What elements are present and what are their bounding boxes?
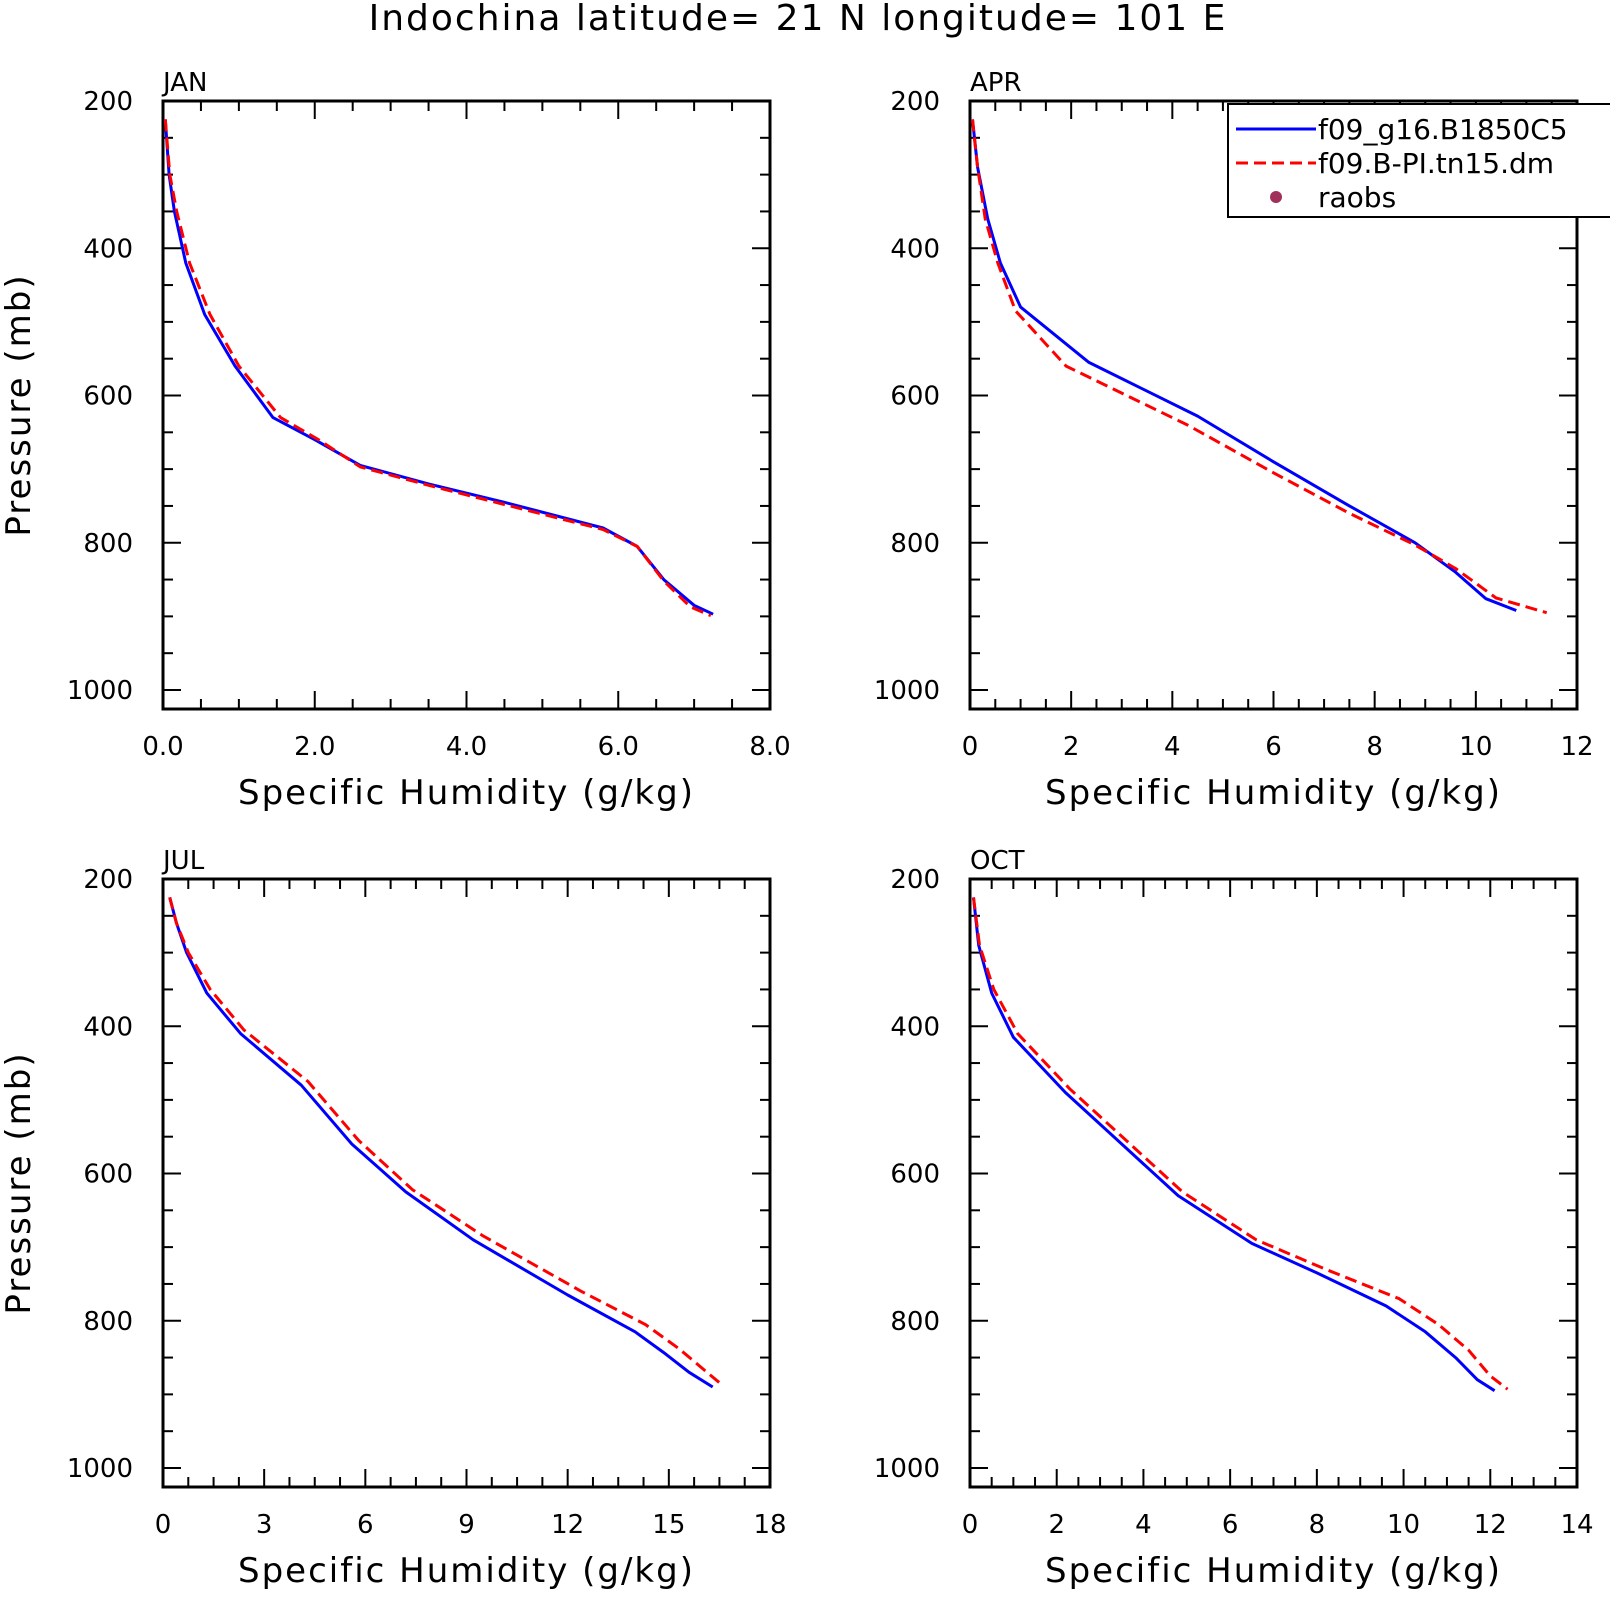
y-axis-label: Pressure (mb) xyxy=(0,1051,39,1314)
x-tick-label: 6.0 xyxy=(598,732,639,762)
x-tick-label: 6 xyxy=(1222,1510,1239,1540)
y-tick-label: 200 xyxy=(890,87,940,117)
y-axis-label: Pressure (mb) xyxy=(0,273,39,536)
panel-label: JUL xyxy=(161,846,205,876)
x-tick-label: 2 xyxy=(1063,732,1080,762)
y-tick-label: 800 xyxy=(83,529,133,559)
x-tick-label: 8 xyxy=(1309,1510,1326,1540)
panel-jul: 200 400 600 800 1000 0 3 6 9 12 15 18 JUL Specific Hu… xyxy=(0,846,787,1591)
panel-oct: 200 400 600 800 1000 0 2 4 6 8 10 12 14 OCT Specific H… xyxy=(874,846,1594,1591)
x-tick-label: 12 xyxy=(551,1510,584,1540)
y-tick-label: 600 xyxy=(83,382,133,412)
x-tick-label: 0 xyxy=(155,1510,172,1540)
series-line-dashed xyxy=(168,897,724,1387)
y-tick-label: 600 xyxy=(890,1160,940,1190)
panel-label: APR xyxy=(970,68,1022,98)
plot-frame xyxy=(161,877,772,1489)
y-tick-label: 1000 xyxy=(67,676,133,706)
figure-title: Indochina latitude= 21 N longitude= 101 … xyxy=(369,0,1228,39)
x-tick-label: 12 xyxy=(1560,732,1593,762)
series-line-dashed xyxy=(972,897,1509,1391)
y-tick-label: 200 xyxy=(83,87,133,117)
x-tick-label: 10 xyxy=(1387,1510,1420,1540)
y-tick-label: 400 xyxy=(890,1012,940,1042)
x-tick-label: 6 xyxy=(357,1510,374,1540)
y-tick-label: 400 xyxy=(83,1012,133,1042)
y-tick-label: 1000 xyxy=(874,676,940,706)
legend-label: raobs xyxy=(1318,181,1396,214)
x-tick-label: 8 xyxy=(1366,732,1383,762)
plot-frame xyxy=(161,99,772,711)
panel-label: JAN xyxy=(161,68,207,98)
y-tick-label: 600 xyxy=(83,1160,133,1190)
x-tick-label: 6 xyxy=(1265,732,1282,762)
x-tick-label: 2 xyxy=(1048,1510,1065,1540)
panel-jan: 200 400 600 800 1000 0.0 2.0 4.0 6.0 8.0 JAN Specif… xyxy=(0,68,791,813)
series-line-dashed xyxy=(163,119,712,617)
x-axis-label: Specific Humidity (g/kg) xyxy=(1045,1551,1502,1591)
y-tick-label: 800 xyxy=(890,1307,940,1337)
x-tick-label: 15 xyxy=(652,1510,685,1540)
x-tick-label: 4 xyxy=(1135,1510,1152,1540)
series-line-solid xyxy=(168,897,714,1389)
x-tick-label: 18 xyxy=(753,1510,786,1540)
series-line-solid xyxy=(163,119,714,616)
y-tick-label: 1000 xyxy=(874,1454,940,1484)
y-tick-label: 400 xyxy=(83,234,133,264)
y-tick-label: 200 xyxy=(890,865,940,895)
x-tick-label: 4 xyxy=(1164,732,1181,762)
x-tick-label: 12 xyxy=(1474,1510,1507,1540)
series-line-solid xyxy=(972,897,1496,1392)
x-tick-label: 8.0 xyxy=(749,732,790,762)
legend-label: f09.B-PI.tn15.dm xyxy=(1318,147,1554,180)
x-tick-label: 0 xyxy=(962,1510,979,1540)
x-axis-label: Specific Humidity (g/kg) xyxy=(238,773,695,813)
y-tick-label: 800 xyxy=(890,529,940,559)
x-tick-label: 0.0 xyxy=(142,732,183,762)
y-tick-label: 400 xyxy=(890,234,940,264)
x-tick-label: 9 xyxy=(458,1510,475,1540)
x-tick-label: 0 xyxy=(962,732,979,762)
series-line-dashed xyxy=(971,119,1548,615)
y-tick-label: 600 xyxy=(890,382,940,412)
series-line-solid xyxy=(971,119,1517,612)
x-axis-label: Specific Humidity (g/kg) xyxy=(238,1551,695,1591)
x-tick-label: 14 xyxy=(1560,1510,1593,1540)
x-tick-label: 2.0 xyxy=(294,732,335,762)
x-tick-label: 4.0 xyxy=(446,732,487,762)
legend-label: f09_g16.B1850C5 xyxy=(1318,113,1568,146)
y-tick-label: 200 xyxy=(83,865,133,895)
y-tick-label: 1000 xyxy=(67,1454,133,1484)
legend-box xyxy=(1227,103,1610,218)
plot-frame xyxy=(968,877,1579,1489)
y-tick-label: 800 xyxy=(83,1307,133,1337)
x-tick-label: 3 xyxy=(256,1510,273,1540)
x-axis-label: Specific Humidity (g/kg) xyxy=(1045,773,1502,813)
panel-label: OCT xyxy=(970,846,1025,876)
legend-marker-dot xyxy=(1270,191,1282,203)
x-tick-label: 10 xyxy=(1459,732,1492,762)
